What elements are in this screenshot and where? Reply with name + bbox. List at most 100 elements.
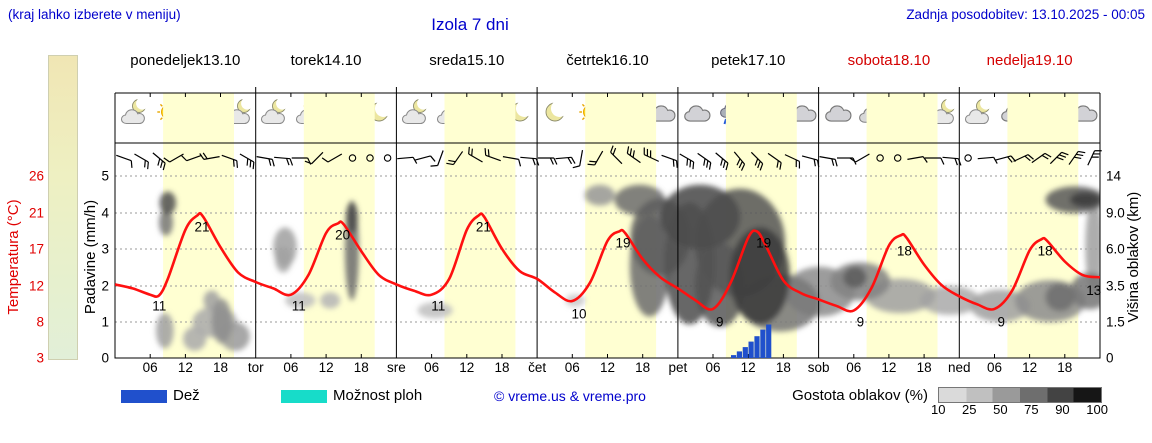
grid-lines	[115, 175, 1100, 323]
wind-calm-icon	[964, 154, 972, 162]
svg-text:9: 9	[857, 315, 865, 330]
daylight-bands	[163, 93, 1079, 358]
wind-barb-icon	[446, 151, 464, 166]
svg-text:18: 18	[494, 360, 509, 375]
wind-barb-icon	[643, 147, 660, 162]
wind-barb-icon	[1013, 154, 1034, 162]
wind-barb-icon	[414, 155, 436, 162]
svg-text:11: 11	[152, 299, 166, 314]
svg-text:21: 21	[29, 206, 44, 221]
day-name: sobota	[847, 52, 893, 69]
density-tick-label: 75	[1024, 402, 1039, 417]
wind-barb-icon	[750, 151, 764, 171]
svg-text:12: 12	[29, 279, 44, 294]
svg-text:0: 0	[101, 351, 109, 366]
copyright-link[interactable]: © vreme.us & vreme.pro	[494, 388, 646, 404]
wind-barb-icon	[942, 156, 962, 166]
page-title: Izola 7 dni	[431, 15, 509, 34]
wind-barb-icon	[733, 151, 746, 171]
day-name: sreda	[429, 52, 467, 69]
cloud-density-legend-label: Gostota oblakov (%)	[792, 387, 928, 404]
cloud-height-tick-labels: 14 9.0 6.0 3.5 1.5 0	[1106, 169, 1125, 366]
svg-text:17: 17	[29, 242, 44, 257]
density-tick-label: 10	[931, 402, 946, 417]
wind-barb-icon	[468, 146, 483, 163]
svg-text:18: 18	[213, 360, 228, 375]
wind-barb-icon	[274, 156, 294, 166]
day-name: četrtek	[566, 52, 612, 69]
day-header: nedelja19.10	[959, 52, 1100, 70]
wind-barb-icon	[520, 156, 540, 166]
svg-text:11: 11	[431, 299, 445, 314]
wind-barb-icon	[1031, 152, 1052, 164]
svg-text:9: 9	[997, 315, 1005, 330]
svg-text:10: 10	[571, 307, 586, 322]
svg-text:06: 06	[283, 360, 298, 375]
svg-text:tor: tor	[248, 360, 264, 375]
svg-text:06: 06	[424, 360, 439, 375]
wind-barb-icon	[587, 150, 604, 166]
svg-text:9: 9	[716, 315, 724, 330]
day-name: torek	[290, 52, 324, 69]
svg-text:21: 21	[194, 220, 209, 235]
precip-tick-labels: 5 4 3 2 1 0	[101, 169, 109, 366]
svg-text:12: 12	[178, 360, 193, 375]
day-date: 17.10	[747, 52, 786, 69]
day-date: 14.10	[323, 52, 362, 69]
wind-barb-icon	[610, 145, 623, 165]
svg-text:14: 14	[1106, 169, 1122, 184]
wind-barb-icon	[819, 156, 838, 167]
temperature-point-labels: 21 11 20 11 21 11 19 10 19 9 18 9 18 9 13	[152, 220, 1101, 330]
wind-barb-icon	[116, 154, 133, 168]
wind-barb-icon	[1087, 150, 1102, 166]
day-name: petek	[711, 52, 748, 69]
svg-text:19: 19	[756, 235, 771, 250]
temperature-colorbar	[48, 55, 78, 360]
day-header: četrtek16.10	[537, 52, 678, 70]
showers-legend-swatch	[281, 390, 327, 403]
svg-text:6.0: 6.0	[1106, 242, 1125, 257]
wind-calm-icon	[876, 154, 884, 162]
svg-text:12: 12	[741, 360, 756, 375]
wind-barb-icon	[502, 156, 522, 167]
wind-barb-icon	[239, 153, 255, 170]
rain-legend-label: Dež	[173, 387, 200, 404]
svg-text:pet: pet	[669, 360, 688, 375]
day-header: sreda15.10	[396, 52, 537, 70]
svg-text:12: 12	[319, 360, 334, 375]
wind-barb-icon	[221, 154, 239, 168]
svg-text:čet: čet	[528, 360, 546, 375]
wind-barb-icon	[134, 153, 149, 170]
day-date: 15.10	[466, 52, 505, 69]
wind-barb-icon	[784, 154, 801, 169]
wind-barb-icon	[256, 156, 275, 167]
svg-text:12: 12	[600, 360, 615, 375]
wind-barb-icon	[152, 152, 166, 171]
svg-text:18: 18	[917, 360, 932, 375]
wind-barb-icon	[679, 153, 695, 170]
svg-text:3: 3	[101, 242, 109, 257]
cloud-cover-layer	[156, 184, 1100, 351]
density-tick-label: 50	[993, 402, 1008, 417]
cloud-icon	[679, 97, 711, 127]
day-name: nedelja	[986, 52, 1036, 69]
svg-text:20: 20	[335, 228, 350, 243]
precipitation-bars	[731, 324, 772, 358]
svg-text:sob: sob	[808, 360, 830, 375]
wind-calm-icon	[383, 154, 392, 162]
cloud-moon-icon	[961, 97, 993, 127]
svg-text:12: 12	[1022, 360, 1037, 375]
svg-text:18: 18	[897, 243, 912, 258]
cloud-moon-icon	[117, 97, 149, 127]
density-tick-label: 25	[962, 402, 977, 417]
svg-text:21: 21	[476, 220, 491, 235]
wind-barb-icon	[163, 153, 184, 163]
cloud-moon-icon	[398, 97, 430, 127]
moon-icon	[539, 97, 571, 127]
cloud-moon-icon	[257, 97, 289, 127]
svg-text:12: 12	[459, 360, 474, 375]
density-tick-label: 100	[1086, 402, 1108, 417]
wind-calm-icon	[366, 154, 374, 162]
showers-legend-label: Možnost ploh	[333, 387, 423, 404]
